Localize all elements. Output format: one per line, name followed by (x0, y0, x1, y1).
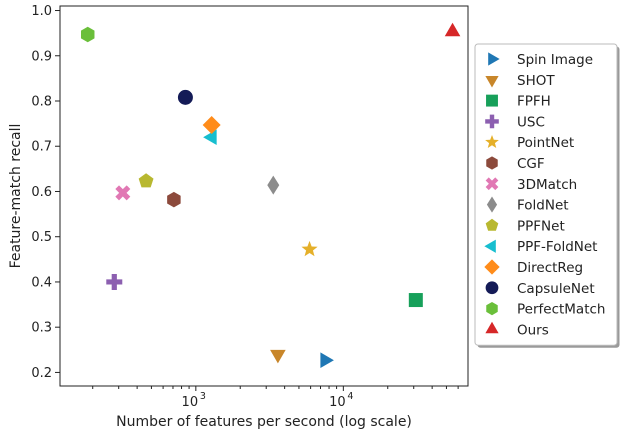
x-tick-exponent: 3 (200, 391, 206, 402)
legend-label: PerfectMatch (517, 302, 605, 318)
legend: Spin Image SHOT FPFH USC PointNet CGF 3DMatch F… (474, 43, 620, 348)
legend-marker-ppfnet (485, 218, 499, 231)
legend-label: DirectReg (517, 260, 583, 276)
legend-marker-perfectmatch (486, 301, 498, 316)
legend-label: PointNet (517, 135, 574, 151)
legend-marker-foldnet (486, 196, 498, 213)
y-tick-label: 0.3 (31, 321, 52, 336)
legend-box (474, 43, 618, 346)
legend-label: FPFH (517, 94, 551, 110)
y-tick-label: 0.7 (31, 140, 52, 155)
legend-marker-cgf (486, 156, 498, 170)
legend-marker-capsulenet (485, 281, 499, 295)
x-axis-label: Number of features per second (log scale… (116, 414, 412, 430)
point-ppf-foldnet (203, 129, 217, 145)
y-tick-label: 0.4 (31, 275, 52, 290)
plot-area (59, 5, 469, 387)
point-perfectmatch (80, 26, 95, 43)
point-cgf (167, 191, 181, 208)
legend-label: Ours (517, 322, 549, 338)
legend-marker-ppf-foldnet (484, 239, 496, 253)
data-points (80, 22, 461, 369)
y-tick-label: 0.6 (31, 185, 52, 200)
y-tick-label: 0.2 (31, 366, 52, 381)
legend-marker-ours (485, 321, 499, 334)
legend-label: PPFNet (517, 218, 565, 234)
legend-marker-usc (485, 114, 499, 129)
y-tick-label: 1.0 (31, 4, 52, 19)
point-fpfh (408, 293, 423, 308)
point-pointnet (301, 240, 318, 257)
x-tick-label: 10 (329, 395, 346, 410)
legend-marker-3dmatch (485, 177, 499, 191)
x-tick-exponent: 4 (347, 391, 353, 402)
point-ppfnet (138, 173, 154, 188)
legend-label: CGF (517, 156, 545, 172)
legend-label: PPF-FoldNet (517, 239, 597, 255)
legend-label: 3DMatch (517, 177, 577, 193)
legend-label: Spin Image (517, 52, 593, 68)
y-tick-label: 0.8 (31, 95, 52, 110)
point-foldnet (267, 175, 280, 195)
point-capsulenet (177, 89, 193, 105)
point-3dmatch (115, 185, 131, 201)
y-tick-label: 0.9 (31, 49, 52, 64)
point-shot (270, 349, 286, 364)
legend-marker-pointnet (485, 134, 499, 149)
legend-label: SHOT (517, 73, 555, 89)
y-tick-label: 0.5 (31, 230, 52, 245)
legend-label: USC (517, 114, 545, 130)
x-tick-label: 10 (182, 395, 199, 410)
legend-label: FoldNet (517, 198, 569, 214)
legend-marker-shot (485, 75, 499, 88)
point-usc (106, 273, 123, 290)
point-directreg (202, 115, 221, 134)
point-ours (444, 22, 461, 37)
legend-marker-spin-image (488, 52, 500, 66)
legend-label: CapsuleNet (517, 281, 595, 297)
y-axis-label: Feature-match recall (8, 124, 24, 269)
legend-marker-fpfh (486, 94, 498, 107)
point-spin-image (320, 352, 334, 369)
axes-ticks: 0.20.30.40.50.60.70.80.91.010 3 10 4 (31, 4, 459, 410)
